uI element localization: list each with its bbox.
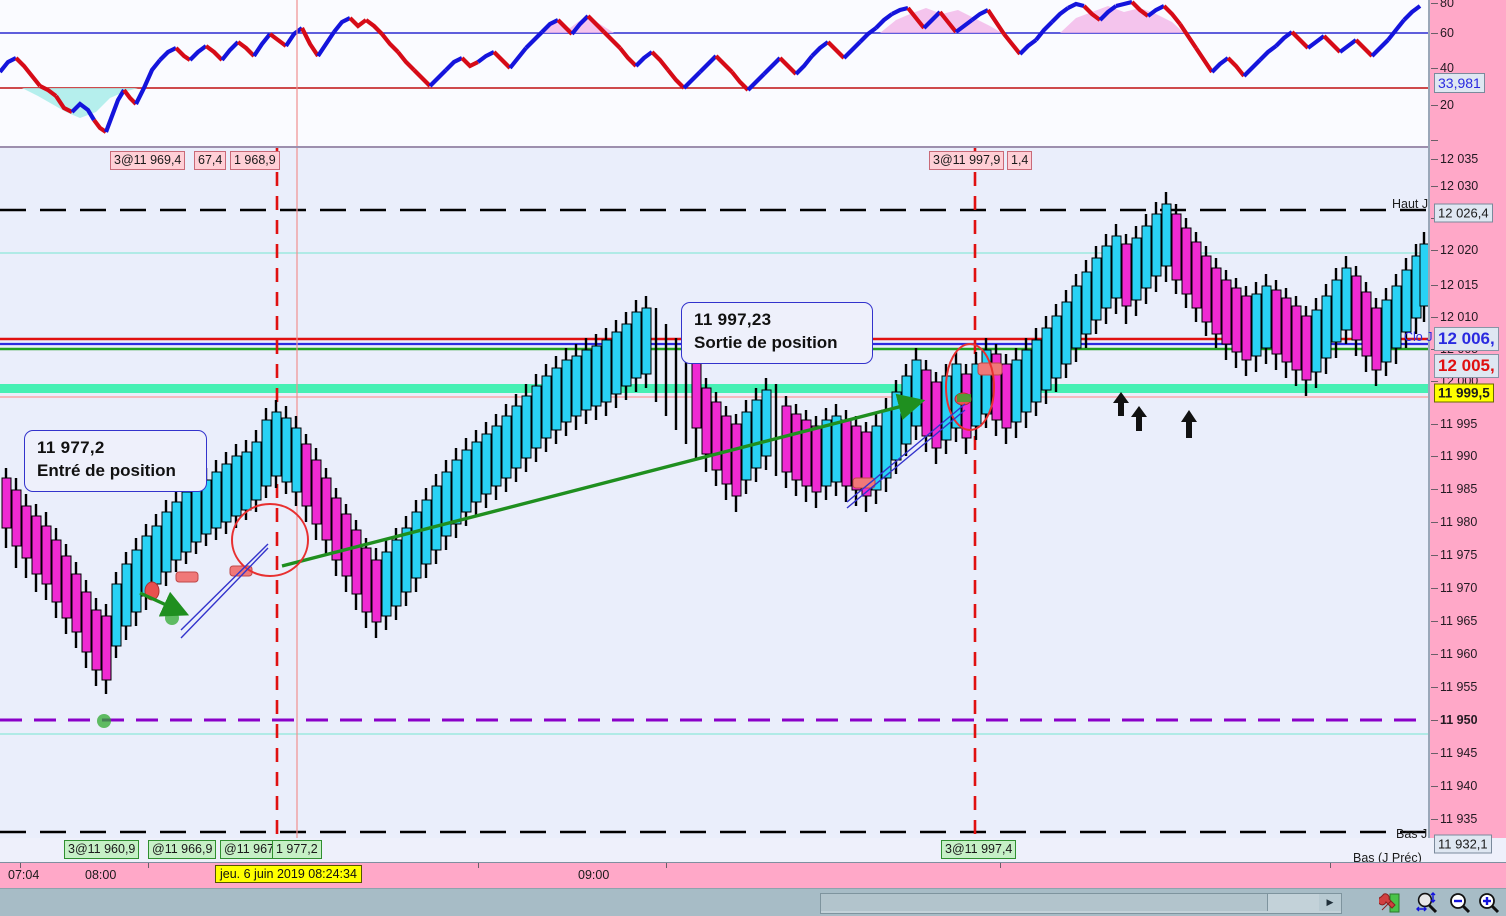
price-tick-label: 11 950 <box>1440 713 1478 727</box>
order-label-bottom[interactable]: 3@11 960,9 <box>64 840 140 859</box>
price-axis[interactable]: 12 035 12 030 12 025 12 020 12 015 12 01… <box>1428 148 1506 854</box>
exit-callout[interactable]: 11 997,23 Sortie de position <box>681 302 873 364</box>
signal-arrows <box>1113 392 1197 438</box>
order-label-top[interactable]: 1,4 <box>1007 151 1033 170</box>
zoom-in-button[interactable] <box>1477 892 1501 914</box>
order-label-top[interactable]: 67,4 <box>194 151 227 170</box>
order-labels-bottom: 3@11 960,9 @11 966,9 @11 967,4 1 977,2 3… <box>0 838 1428 862</box>
time-tick-label: 09:00 <box>578 868 610 882</box>
rsi-indicator-panel[interactable] <box>0 0 1428 148</box>
price-tick-label: 11 935 <box>1440 812 1478 826</box>
prev-low-tag: Bas (J Préc) <box>1353 851 1422 865</box>
order-label-bottom[interactable]: 3@11 997,4 <box>941 840 1017 859</box>
rsi-tickmark <box>1431 105 1438 106</box>
daily-low-tag: Bas J <box>1396 827 1428 841</box>
rsi-tick-label: 20 <box>1440 98 1454 112</box>
price-tick-label: 11 970 <box>1440 581 1478 595</box>
time-tick-label: 08:00 <box>85 868 117 882</box>
price-tick-label: 11 955 <box>1440 680 1478 694</box>
price-tick-label: 11 945 <box>1440 746 1478 760</box>
exit-price: 11 997,23 <box>694 310 772 329</box>
entry-price: 11 977,2 <box>37 438 105 457</box>
wrench-icon <box>1379 893 1400 913</box>
price-tick-label: 11 975 <box>1440 548 1478 562</box>
zoom-fit-icon <box>1416 892 1438 914</box>
exit-label: Sortie de position <box>694 333 838 352</box>
rsi-tickmark <box>1431 68 1438 69</box>
order-label-top[interactable]: 3@11 997,9 <box>929 151 1005 170</box>
callout-leaders <box>180 403 966 639</box>
bottom-toolbar[interactable]: ▶ <box>0 888 1506 916</box>
order-label-bottom[interactable]: @11 967,4 <box>220 840 289 859</box>
order-label-top[interactable]: 1 968,9 <box>230 151 280 170</box>
zoom-in-icon <box>1479 893 1500 914</box>
order-labels-top: 3@11 969,4 67,4 1 968,9 3@11 997,9 1,4 <box>0 148 1428 174</box>
daily-high-value-box: 12 026,4 <box>1434 203 1493 223</box>
rsi-tickmark <box>1431 3 1438 4</box>
time-axis[interactable]: 07:04 08:00 09:00 jeu. 6 juin 2019 08:24… <box>0 862 1506 889</box>
order-label-top[interactable]: 3@11 969,4 <box>110 151 186 170</box>
daily-high-tag: Haut J <box>1392 197 1429 211</box>
rsi-tickmark <box>1431 33 1438 34</box>
rsi-axis[interactable]: 80 60 40 20 33,981 <box>1428 0 1506 148</box>
price-tick-label: 11 990 <box>1440 449 1478 463</box>
price-tick-label: 12 035 <box>1440 152 1479 166</box>
price-tick-label: 11 965 <box>1440 614 1478 628</box>
rsi-tick-label: 60 <box>1440 26 1454 40</box>
order-label-bottom[interactable]: 1 977,2 <box>272 840 322 859</box>
price-tick-label: 11 940 <box>1440 779 1478 793</box>
price-chart-panel[interactable] <box>0 148 1428 838</box>
price-tick-label: 11 980 <box>1440 515 1478 529</box>
last-price-value-box: 12 005, <box>1434 354 1499 378</box>
entry-callout[interactable]: 11 977,2 Entré de position <box>24 430 207 492</box>
price-plot <box>0 148 1428 838</box>
order-label-bottom[interactable]: @11 966,9 <box>148 840 217 859</box>
price-tick-label: 12 010 <box>1440 310 1479 324</box>
daily-close-tag: Clo J <box>1404 330 1433 344</box>
price-tick-label: 11 985 <box>1440 482 1478 496</box>
zoom-fit-button[interactable] <box>1416 892 1440 914</box>
crosshair-value-box: 11 999,5 <box>1434 383 1494 403</box>
scrollbar-thumb[interactable] <box>821 894 1268 911</box>
candlestick-series <box>1 192 1428 694</box>
time-tick-label: 07:04 <box>8 868 40 882</box>
crosshair-time-tooltip: jeu. 6 juin 2019 08:24:34 <box>215 865 362 883</box>
price-tick-label: 11 960 <box>1440 647 1478 661</box>
zoom-out-icon <box>1450 893 1471 914</box>
rsi-tickmark <box>1431 140 1438 141</box>
rsi-tick-label: 80 <box>1440 0 1454 10</box>
price-tick-label: 12 015 <box>1440 278 1479 292</box>
close-value-box: 12 006, <box>1434 327 1499 351</box>
daily-low-value-box: 11 932,1 <box>1434 834 1492 854</box>
price-tick-label: 12 030 <box>1440 179 1479 193</box>
scroll-right-button[interactable]: ▶ <box>1319 894 1341 911</box>
rsi-value-box: 33,981 <box>1434 73 1485 93</box>
price-tick-label: 12 020 <box>1440 243 1479 257</box>
rsi-plot <box>0 0 1428 146</box>
horizontal-scrollbar[interactable]: ▶ <box>820 893 1342 914</box>
price-tick-label: 11 995 <box>1440 417 1478 431</box>
chart-settings-button[interactable] <box>1378 892 1402 914</box>
entry-label: Entré de position <box>37 461 176 480</box>
trend-line <box>281 393 926 568</box>
rsi-tick-label: 40 <box>1440 61 1454 75</box>
zoom-out-button[interactable] <box>1448 892 1472 914</box>
